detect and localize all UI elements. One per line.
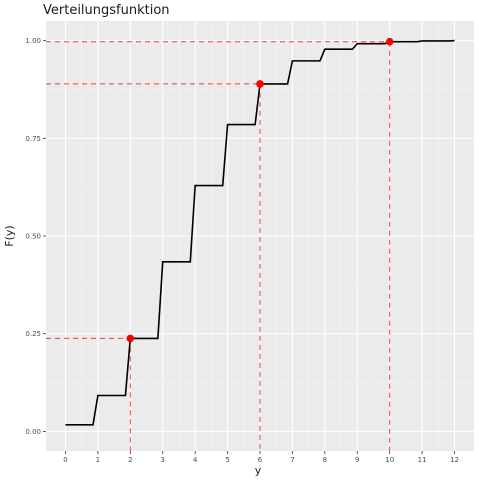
guide-lines: [46, 41, 391, 451]
x-tick-label: 0: [63, 456, 67, 464]
x-tick-label: 5: [225, 456, 229, 464]
x-axis-ticks: 0 1 2 3 4 5 6 7 8 9 10 11 12: [63, 451, 459, 464]
x-tick-label: 6: [258, 456, 263, 464]
x-axis-label: y: [255, 464, 262, 477]
y-tick-label: 1.00: [25, 37, 41, 45]
x-tick-label: 9: [355, 456, 359, 464]
y-tick-label: 0.00: [25, 428, 41, 436]
highlighted-point: [385, 37, 394, 46]
x-tick-label: 3: [160, 456, 164, 464]
y-tick-label: 0.25: [25, 330, 41, 338]
x-tick-label: 8: [323, 456, 327, 464]
x-tick-label: 10: [385, 456, 394, 464]
x-tick-label: 12: [450, 456, 459, 464]
major-gridlines: [46, 21, 474, 451]
chart-title: Verteilungsfunktion: [43, 3, 170, 18]
y-axis-label: F(y): [3, 225, 16, 246]
y-axis-ticks: 0.00 0.25 0.50 0.75 1.00: [25, 37, 46, 436]
x-tick-label: 11: [418, 456, 427, 464]
y-tick-label: 0.50: [25, 233, 41, 241]
highlighted-point: [126, 334, 135, 343]
highlighted-points: [126, 37, 394, 343]
x-tick-label: 1: [96, 456, 100, 464]
y-tick-label: 0.75: [25, 135, 41, 143]
x-tick-label: 7: [290, 456, 294, 464]
x-tick-label: 4: [193, 456, 198, 464]
x-tick-label: 2: [128, 456, 132, 464]
highlighted-point: [256, 80, 264, 88]
